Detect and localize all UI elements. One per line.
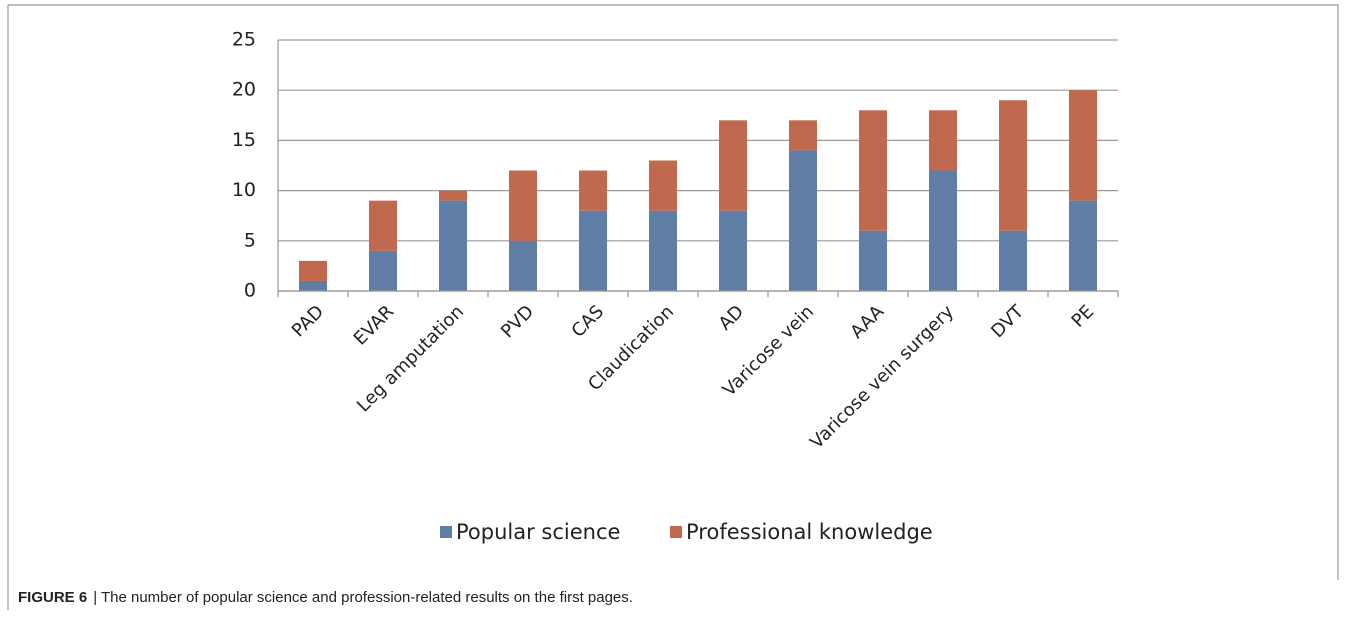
bar-segment <box>929 110 957 171</box>
bar-segment <box>439 190 467 201</box>
caption: FIGURE 6 | The number of popular science … <box>18 589 633 606</box>
bar-segment <box>579 210 607 291</box>
bar-segment <box>719 120 747 211</box>
x-tick-label: PE <box>1067 301 1098 332</box>
bar-segment <box>929 170 957 291</box>
bar-segment <box>719 210 747 291</box>
x-tick-label: PVD <box>497 301 538 342</box>
y-tick-label: 25 <box>232 29 256 51</box>
bar-segment <box>789 120 817 151</box>
x-tick-label: AAA <box>846 301 888 343</box>
bar-segment <box>439 200 467 291</box>
frame <box>7 4 1339 610</box>
bar-segment <box>649 210 677 291</box>
x-tick-label: Varicose vein surgery <box>806 301 958 453</box>
bar-segment <box>999 100 1027 231</box>
y-tick-label: 0 <box>244 280 256 302</box>
x-tick-label: CAS <box>568 301 609 342</box>
bar-segment <box>299 260 327 281</box>
bar-segment <box>369 250 397 291</box>
x-tick-label: AD <box>715 301 748 334</box>
bar-segment <box>509 170 537 241</box>
legend-label: Professional knowledge <box>686 520 933 544</box>
bar-segment <box>789 150 817 291</box>
caption-label: FIGURE 6 <box>18 589 87 606</box>
x-tick-label: EVAR <box>350 301 398 349</box>
bar-segment <box>999 230 1027 291</box>
bar-segment <box>579 170 607 211</box>
y-tick-label: 20 <box>232 79 256 101</box>
bar-segment <box>509 240 537 291</box>
bar-segment <box>369 200 397 251</box>
x-tick-label: PAD <box>288 301 328 341</box>
legend-swatch <box>440 526 452 538</box>
bar-segment <box>299 280 327 291</box>
bar-segment <box>859 110 887 231</box>
bar-segment <box>649 160 677 211</box>
y-tick-label: 10 <box>232 179 256 201</box>
bar-segment <box>859 230 887 291</box>
y-tick-label: 15 <box>232 129 256 151</box>
legend-label: Popular science <box>456 520 620 544</box>
bar-segment <box>1069 200 1097 291</box>
caption-text: | The number of popular science and prof… <box>93 589 633 606</box>
x-tick-label: DVT <box>987 301 1029 343</box>
bar-segment <box>1069 90 1097 201</box>
y-tick-label: 5 <box>244 229 256 251</box>
legend-swatch <box>670 526 682 538</box>
